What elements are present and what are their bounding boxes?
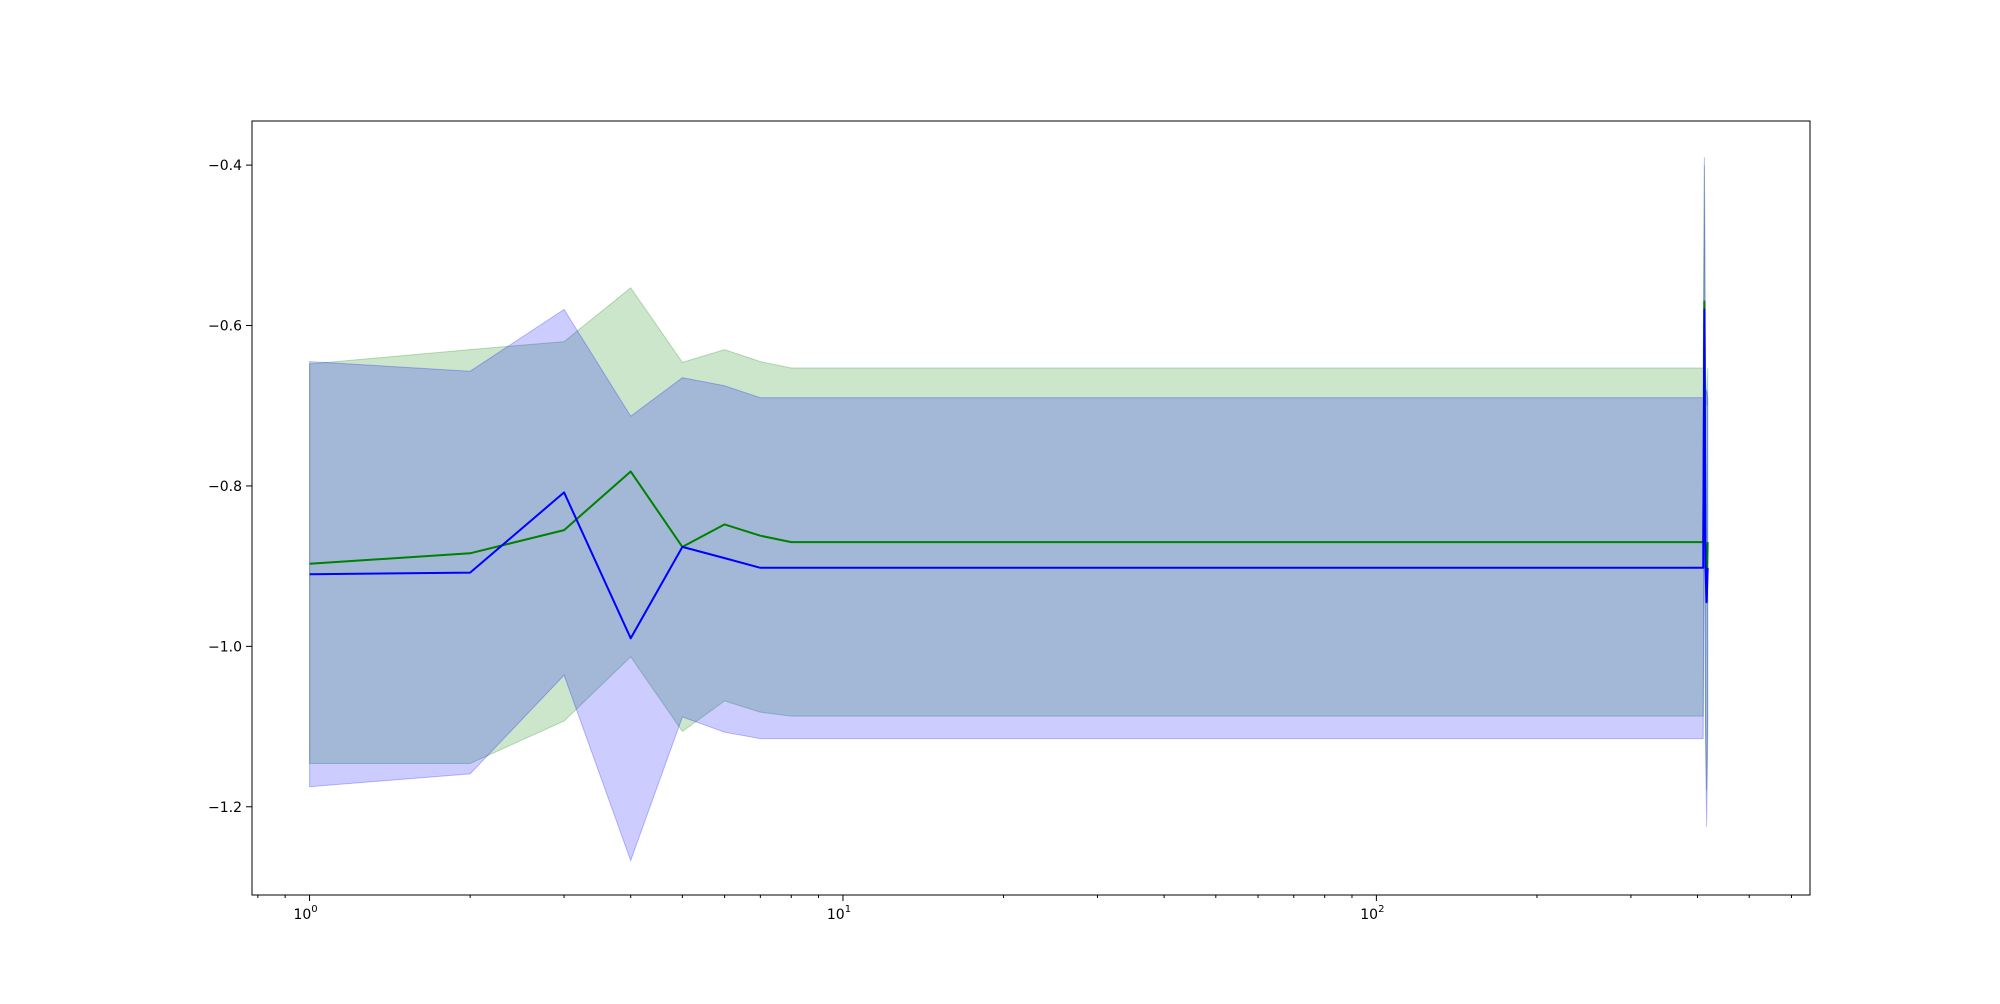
series-lines [309, 300, 1709, 640]
plot-area-frame [251, 120, 1811, 896]
confidence-bands [309, 157, 1709, 862]
series-2-line [309, 308, 1709, 640]
series-1-band [309, 165, 1709, 791]
y-tick-label: −0.8 [208, 479, 242, 495]
y-tick-label: −1.0 [208, 639, 242, 655]
y-tick-label: −0.4 [208, 158, 242, 174]
y-tick-label: −1.2 [208, 800, 242, 816]
y-axis: −0.4 −0.6 −0.8 −1.0 −1.2 [208, 158, 252, 816]
y-tick-label: −0.6 [208, 319, 242, 335]
series-2-band [309, 157, 1709, 862]
